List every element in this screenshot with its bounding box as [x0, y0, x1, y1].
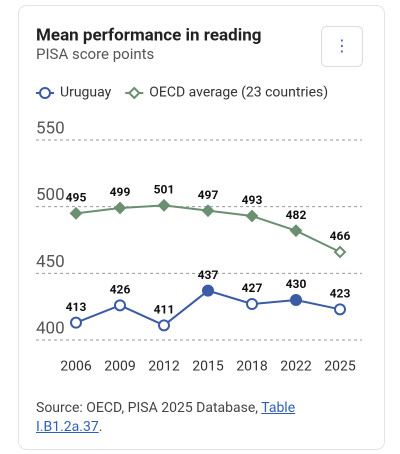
y-tick-label: 550 [36, 118, 65, 138]
point [246, 298, 258, 310]
source-link[interactable]: Table I.B1.2a.37 [36, 400, 296, 435]
data-label: 430 [286, 277, 307, 291]
source: Source: OECD, PISA 2025 Database, Table … [36, 399, 336, 437]
source-text: Source: OECD, PISA 2025 Database, [36, 400, 262, 416]
menu-icon[interactable]: ⋮ [334, 36, 350, 55]
point [290, 294, 302, 306]
y-tick-label: 500 [36, 185, 65, 205]
y-tick-label: 450 [36, 252, 65, 272]
legend-marker [127, 86, 141, 100]
chart-subtitle: PISA score points [36, 45, 154, 63]
x-tick-label: 2009 [104, 359, 135, 375]
point [201, 204, 215, 218]
data-label: 497 [198, 188, 219, 202]
point [245, 209, 259, 223]
card [18, 5, 385, 450]
x-tick-label: 2018 [236, 359, 268, 375]
point [157, 198, 171, 212]
legend-label: OECD average (23 countries) [149, 85, 328, 101]
data-label: 493 [242, 193, 263, 207]
point [113, 201, 127, 215]
point [334, 303, 346, 316]
chart-title: Mean performance in reading [36, 25, 261, 45]
x-tick-label: 2025 [324, 359, 356, 375]
x-tick-label: 2015 [192, 359, 224, 375]
data-label: 413 [66, 300, 87, 314]
data-label: 482 [286, 208, 307, 222]
point [289, 224, 303, 238]
point [70, 316, 82, 329]
x-tick-label: 2006 [60, 359, 92, 375]
data-label: 495 [66, 191, 87, 205]
point [158, 319, 170, 332]
data-label: 466 [330, 229, 351, 243]
point [114, 299, 126, 312]
data-label: 411 [154, 303, 175, 317]
menu-button[interactable] [321, 26, 363, 67]
data-label: 437 [198, 268, 219, 282]
x-tick-label: 2012 [148, 359, 180, 375]
data-label: 423 [330, 287, 351, 301]
point [69, 206, 83, 220]
legend-label: Uruguay [60, 85, 112, 101]
y-tick-label: 400 [36, 318, 65, 338]
point [333, 245, 347, 259]
source-end: . [98, 419, 103, 435]
data-label: 499 [110, 185, 131, 199]
data-label: 501 [154, 183, 175, 197]
x-tick-label: 2022 [280, 359, 312, 375]
data-label: 426 [110, 283, 131, 297]
point [202, 284, 214, 297]
data-label: 427 [242, 281, 263, 295]
legend-marker [39, 87, 51, 99]
